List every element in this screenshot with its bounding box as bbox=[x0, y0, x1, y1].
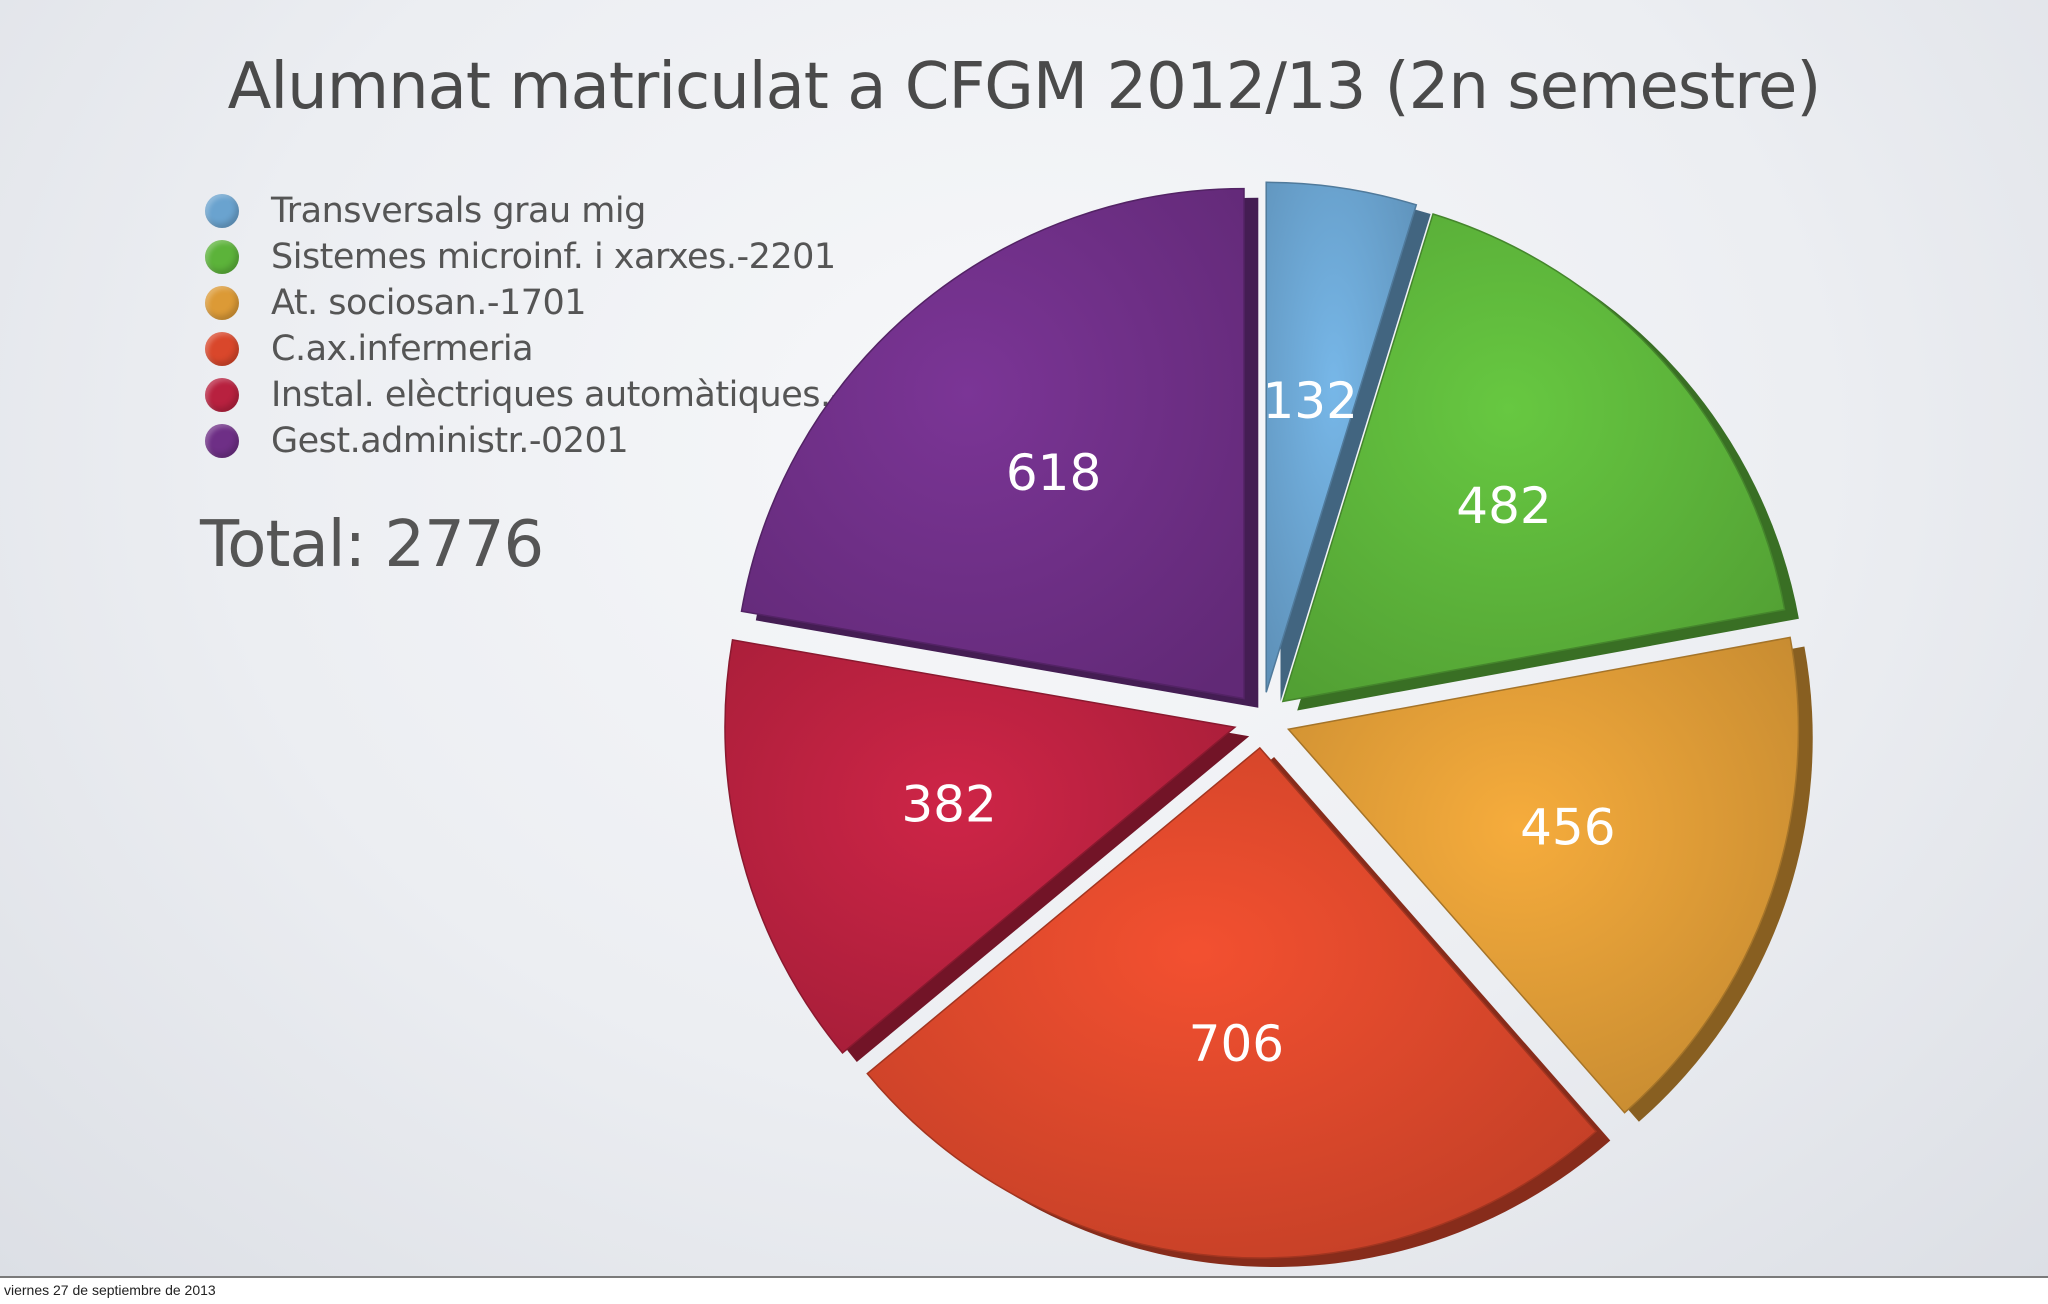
pie-slice-group bbox=[1265, 181, 1431, 702]
pie-slice-label: 456 bbox=[1520, 799, 1615, 857]
pie-slice-group bbox=[866, 746, 1611, 1268]
legend-label: Transversals grau mig bbox=[271, 191, 646, 231]
legend-swatch bbox=[205, 378, 239, 412]
legend-swatch bbox=[205, 424, 239, 458]
pie-slice bbox=[740, 187, 1245, 700]
chart-title: Alumnat matriculat a CFGM 2012/13 (2n se… bbox=[227, 50, 1822, 124]
pie-slice-label: 382 bbox=[901, 775, 996, 833]
chart-legend: Transversals grau mig Sistemes microinf. … bbox=[205, 188, 930, 464]
legend-item: Sistemes microinf. i xarxes.-2201 bbox=[205, 234, 930, 280]
pie-slice bbox=[1281, 213, 1786, 703]
legend-swatch bbox=[205, 286, 239, 320]
pie-slice bbox=[1286, 636, 1800, 1114]
pie-slice-group bbox=[724, 639, 1250, 1062]
legend-item: Transversals grau mig bbox=[205, 188, 930, 234]
footer-bar: viernes 27 de septiembre de 2013 bbox=[0, 1276, 2048, 1304]
pie-slice-group bbox=[1281, 213, 1799, 711]
footer-date: viernes 27 de septiembre de 2013 bbox=[4, 1282, 216, 1298]
legend-label: C.ax.infermeria bbox=[271, 329, 534, 369]
legend-item: Gest.administr.-0201 bbox=[205, 418, 930, 464]
pie-slice-label: 618 bbox=[1006, 444, 1101, 502]
pie-slice bbox=[724, 639, 1237, 1054]
legend-label: At. sociosan.-1701 bbox=[271, 283, 587, 323]
legend-item: Instal. elèctriques automàtiques.-0801 bbox=[205, 372, 930, 418]
legend-label: Sistemes microinf. i xarxes.-2201 bbox=[271, 237, 836, 277]
legend-swatch bbox=[205, 240, 239, 274]
slide: Alumnat matriculat a CFGM 2012/13 (2n se… bbox=[0, 0, 2048, 1276]
pie-slice bbox=[1265, 181, 1418, 693]
pie-slice-label: 482 bbox=[1456, 477, 1551, 535]
legend-item: At. sociosan.-1701 bbox=[205, 280, 930, 326]
pie-slice-label: 132 bbox=[1262, 372, 1357, 430]
pie-slice bbox=[866, 746, 1598, 1259]
legend-label: Gest.administr.-0201 bbox=[271, 421, 629, 461]
legend-swatch bbox=[205, 332, 239, 366]
legend-label: Instal. elèctriques automàtiques.-0801 bbox=[271, 375, 930, 415]
pie-slice-group bbox=[1286, 636, 1813, 1122]
pie-slice-group bbox=[740, 187, 1259, 708]
pie-chart: 132 482 456 706 382 618 bbox=[724, 181, 1813, 1268]
legend-item: C.ax.infermeria bbox=[205, 326, 930, 372]
legend-swatch bbox=[205, 194, 239, 228]
total-label: Total: 2776 bbox=[200, 508, 544, 582]
pie-slice-label: 706 bbox=[1189, 1015, 1284, 1073]
